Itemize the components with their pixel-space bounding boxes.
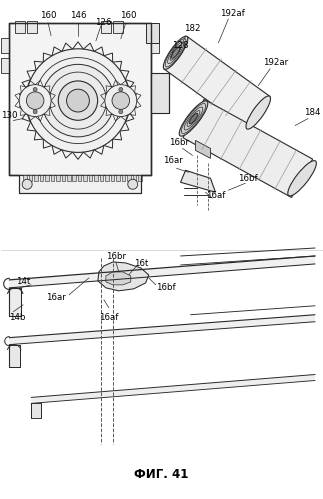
Text: 182: 182 <box>184 24 201 33</box>
Text: 14b: 14b <box>9 313 26 322</box>
Circle shape <box>33 87 37 91</box>
Circle shape <box>42 64 114 137</box>
Polygon shape <box>98 262 149 291</box>
Polygon shape <box>23 175 27 181</box>
Polygon shape <box>29 175 32 181</box>
Polygon shape <box>62 175 65 181</box>
Polygon shape <box>9 345 20 367</box>
Polygon shape <box>56 175 59 181</box>
Polygon shape <box>100 175 103 181</box>
Polygon shape <box>146 23 159 43</box>
Polygon shape <box>133 175 136 181</box>
Polygon shape <box>27 21 37 33</box>
Text: 192ar: 192ar <box>263 58 288 67</box>
Polygon shape <box>9 23 151 175</box>
Polygon shape <box>195 140 211 158</box>
Polygon shape <box>78 175 81 181</box>
Text: 16af: 16af <box>206 191 225 200</box>
Text: ФИГ. 41: ФИГ. 41 <box>134 468 189 481</box>
Text: 16bf: 16bf <box>238 174 258 183</box>
Polygon shape <box>9 256 315 288</box>
Ellipse shape <box>288 161 317 196</box>
Circle shape <box>119 110 123 114</box>
Circle shape <box>119 87 123 91</box>
Text: 16ar: 16ar <box>46 293 66 302</box>
Text: 184: 184 <box>304 108 320 117</box>
Polygon shape <box>183 99 313 198</box>
Polygon shape <box>9 315 315 345</box>
Ellipse shape <box>163 36 188 69</box>
Polygon shape <box>111 175 114 181</box>
Polygon shape <box>9 288 21 316</box>
Ellipse shape <box>172 47 180 58</box>
Polygon shape <box>40 175 43 181</box>
Circle shape <box>67 89 89 112</box>
Polygon shape <box>1 58 9 73</box>
Circle shape <box>22 179 32 189</box>
Text: 160: 160 <box>120 11 136 20</box>
Polygon shape <box>31 375 315 403</box>
Polygon shape <box>127 175 131 181</box>
Polygon shape <box>19 175 141 193</box>
Circle shape <box>58 81 98 120</box>
Text: 16br: 16br <box>106 252 126 261</box>
Polygon shape <box>113 21 123 33</box>
Circle shape <box>128 179 138 189</box>
Polygon shape <box>15 21 25 33</box>
Polygon shape <box>1 38 9 53</box>
Polygon shape <box>116 175 120 181</box>
Polygon shape <box>89 175 92 181</box>
Text: 126: 126 <box>95 18 111 27</box>
Polygon shape <box>73 96 83 106</box>
Polygon shape <box>45 175 48 181</box>
Text: 146: 146 <box>70 11 86 20</box>
Text: 16br: 16br <box>169 138 189 147</box>
Text: 130: 130 <box>1 111 17 120</box>
Polygon shape <box>106 272 131 285</box>
Circle shape <box>33 110 37 114</box>
Circle shape <box>26 49 130 152</box>
Ellipse shape <box>246 96 271 129</box>
Text: 16ar: 16ar <box>163 156 182 165</box>
Text: 14t: 14t <box>16 277 30 286</box>
Polygon shape <box>101 21 111 33</box>
Text: 128: 128 <box>172 41 189 50</box>
Text: 16t: 16t <box>133 259 148 268</box>
Polygon shape <box>164 36 270 129</box>
Polygon shape <box>51 175 54 181</box>
Circle shape <box>26 92 44 109</box>
Ellipse shape <box>179 101 208 136</box>
Circle shape <box>105 85 137 117</box>
Polygon shape <box>67 175 70 181</box>
Polygon shape <box>72 175 76 181</box>
Ellipse shape <box>189 113 198 124</box>
Polygon shape <box>151 38 159 53</box>
Polygon shape <box>94 175 98 181</box>
Text: 160: 160 <box>40 11 56 20</box>
Polygon shape <box>34 175 38 181</box>
Circle shape <box>19 85 51 117</box>
Text: 16bf: 16bf <box>156 283 175 292</box>
Text: 16af: 16af <box>99 313 119 322</box>
Circle shape <box>112 92 130 109</box>
Polygon shape <box>31 403 41 418</box>
Polygon shape <box>138 175 142 181</box>
Text: 192af: 192af <box>220 9 245 18</box>
Polygon shape <box>181 170 215 192</box>
Polygon shape <box>105 175 109 181</box>
Polygon shape <box>83 175 87 181</box>
Polygon shape <box>122 175 125 181</box>
Polygon shape <box>151 73 169 113</box>
